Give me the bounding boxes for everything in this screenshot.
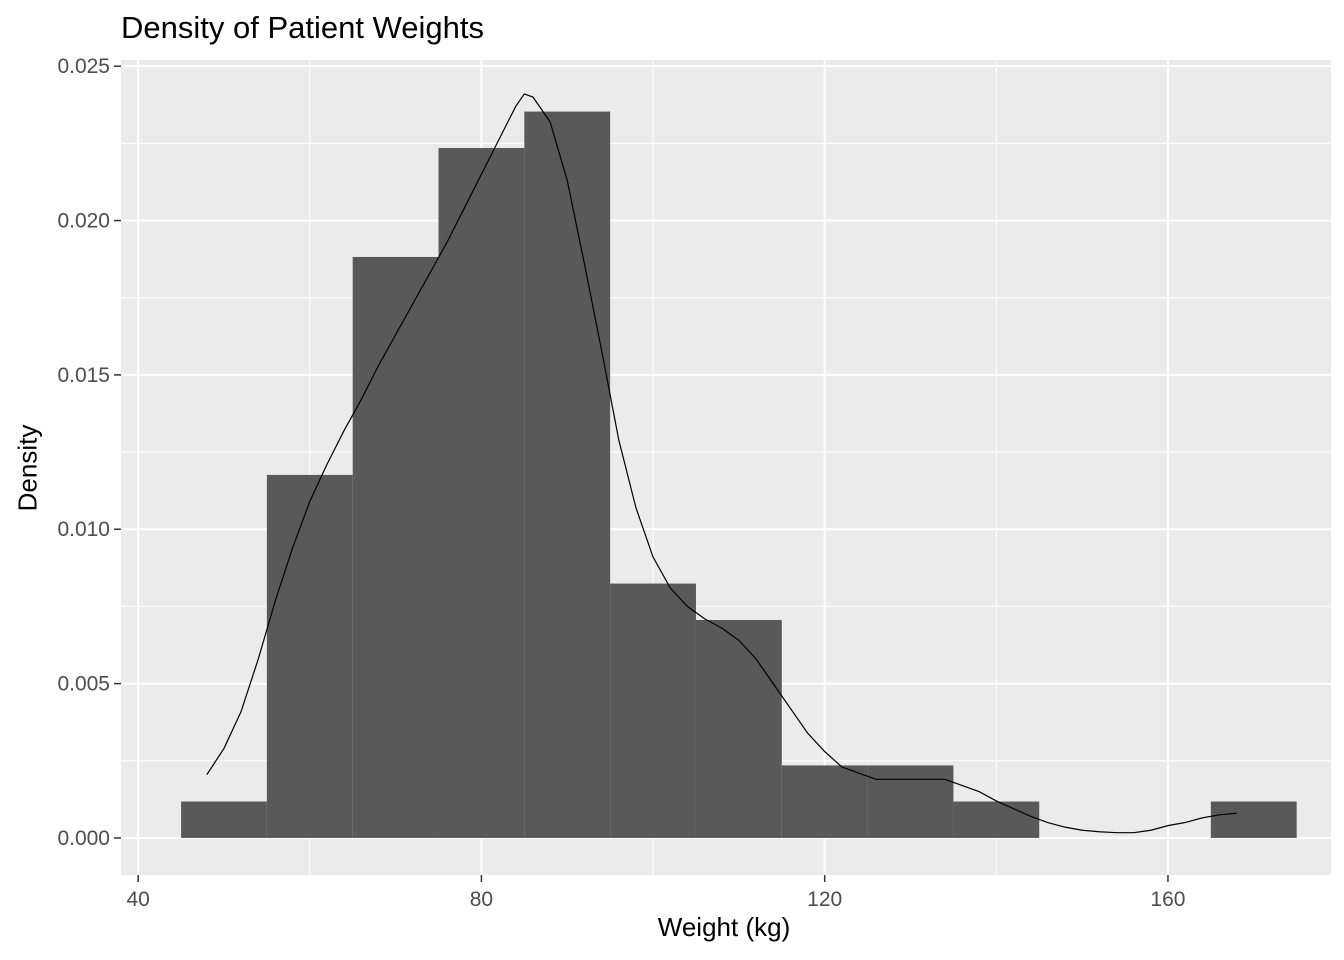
y-tick-label: 0.025 <box>57 55 110 78</box>
histogram-bar <box>352 256 439 838</box>
histogram-bar <box>524 111 611 838</box>
x-axis-label: Weight (kg) <box>657 912 791 942</box>
y-axis: 0.000 0.005 0.010 0.015 0.020 0.025 <box>57 55 121 850</box>
histogram-bar <box>781 765 868 838</box>
y-tick-label: 0.005 <box>57 673 110 696</box>
y-axis-label: Density <box>12 424 43 512</box>
histogram-bar <box>266 474 353 838</box>
chart-title: Density of Patient Weights <box>121 10 484 45</box>
x-tick-label: 120 <box>807 888 842 911</box>
histogram-bar <box>610 583 696 838</box>
histogram-bar <box>695 620 782 838</box>
histogram-bar <box>181 801 267 838</box>
y-tick-label: 0.010 <box>57 518 110 541</box>
y-tick-label: 0.020 <box>57 210 110 233</box>
histogram-bars <box>181 111 1297 838</box>
y-tick-label: 0.000 <box>57 827 110 850</box>
histogram-bar <box>1210 801 1297 838</box>
histogram-bar <box>953 801 1040 838</box>
histogram-bar <box>438 147 525 838</box>
density-curve <box>206 93 1237 834</box>
x-tick-label: 40 <box>126 888 149 911</box>
histogram-bar <box>867 765 954 838</box>
x-axis: 40 80 120 160 <box>126 875 1185 911</box>
y-tick-label: 0.015 <box>57 364 110 387</box>
x-tick-label: 160 <box>1150 888 1185 911</box>
x-tick-label: 80 <box>470 888 493 911</box>
